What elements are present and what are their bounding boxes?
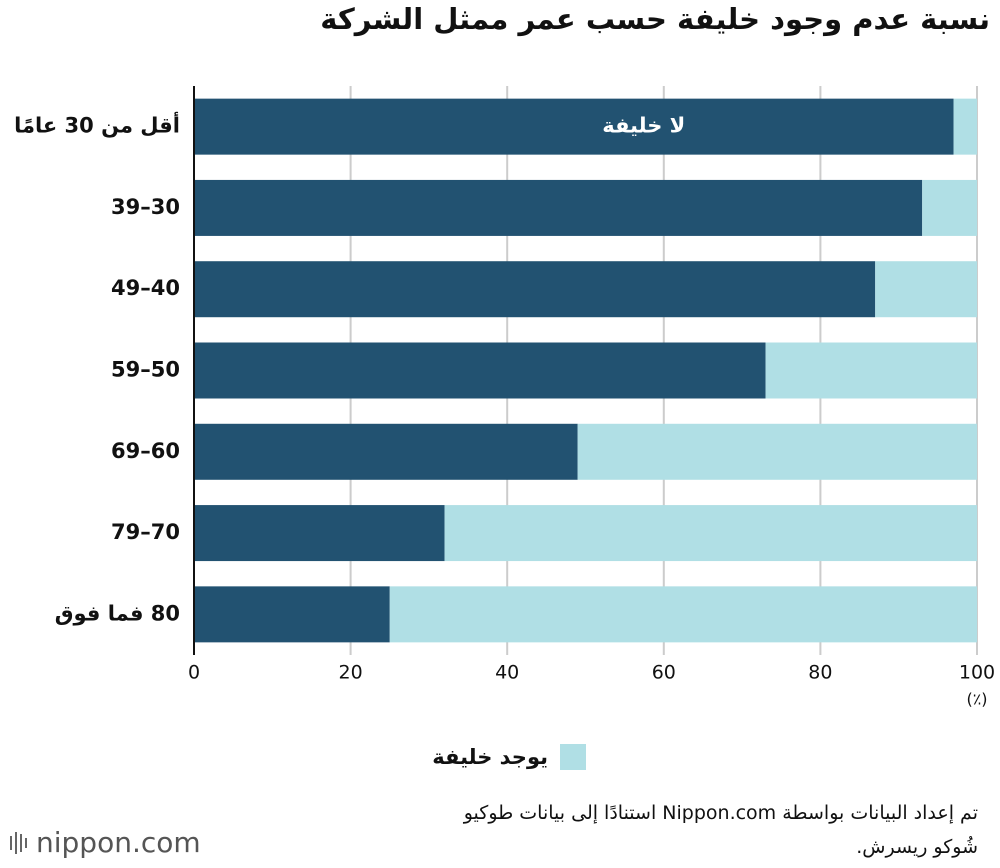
y-tick-label: أقل من 30 عامًا — [14, 111, 180, 138]
bar-segment — [194, 179, 923, 236]
bar-segment — [194, 586, 390, 643]
bar-segment — [922, 179, 977, 236]
bar-segment — [875, 261, 977, 318]
bar-segment — [765, 342, 977, 399]
x-tick-label: 20 — [339, 662, 363, 684]
x-tick-label: 100 — [959, 662, 995, 684]
bar-segment — [194, 342, 766, 399]
x-tick-label: 80 — [808, 662, 832, 684]
logo-text: nippon.com — [36, 826, 201, 859]
chart: 0 20 40 60 80 100 (٪) أقل من 30 عامًا 30–39 40–49… — [14, 86, 995, 770]
y-tick-label: 40–49 — [111, 276, 180, 300]
y-tick-label: 60–69 — [111, 439, 180, 463]
x-tick-label: 60 — [652, 662, 676, 684]
bar-segment — [577, 423, 977, 480]
y-tick-label: 70–79 — [111, 520, 180, 544]
logo: nippon.com — [6, 826, 201, 859]
y-tick-label: 80 فما فوق — [55, 601, 180, 625]
x-tick-label: 0 — [188, 662, 200, 684]
bar-segment — [444, 505, 977, 562]
source-note: تم إعداد البيانات بواسطة Nippon.com استن… — [463, 802, 978, 858]
series-label: لا خليفة — [602, 114, 685, 138]
bar-segment — [953, 98, 977, 155]
y-tick-label: 30–39 — [111, 195, 180, 219]
x-unit: (٪) — [966, 690, 987, 709]
bar-segment — [194, 98, 954, 155]
chart-title: نسبة عدم وجود خليفة حسب عمر ممثل الشركة — [320, 2, 990, 36]
bar-segment — [194, 261, 876, 318]
bar-segment — [194, 423, 578, 480]
y-tick-label: 50–59 — [111, 358, 180, 382]
bar-segment — [389, 586, 977, 643]
logo-icon — [10, 831, 27, 854]
legend-swatch — [560, 744, 586, 770]
legend-label: يوجد خليفة — [432, 745, 548, 769]
bar-segment — [194, 505, 445, 562]
x-tick-label: 40 — [495, 662, 519, 684]
